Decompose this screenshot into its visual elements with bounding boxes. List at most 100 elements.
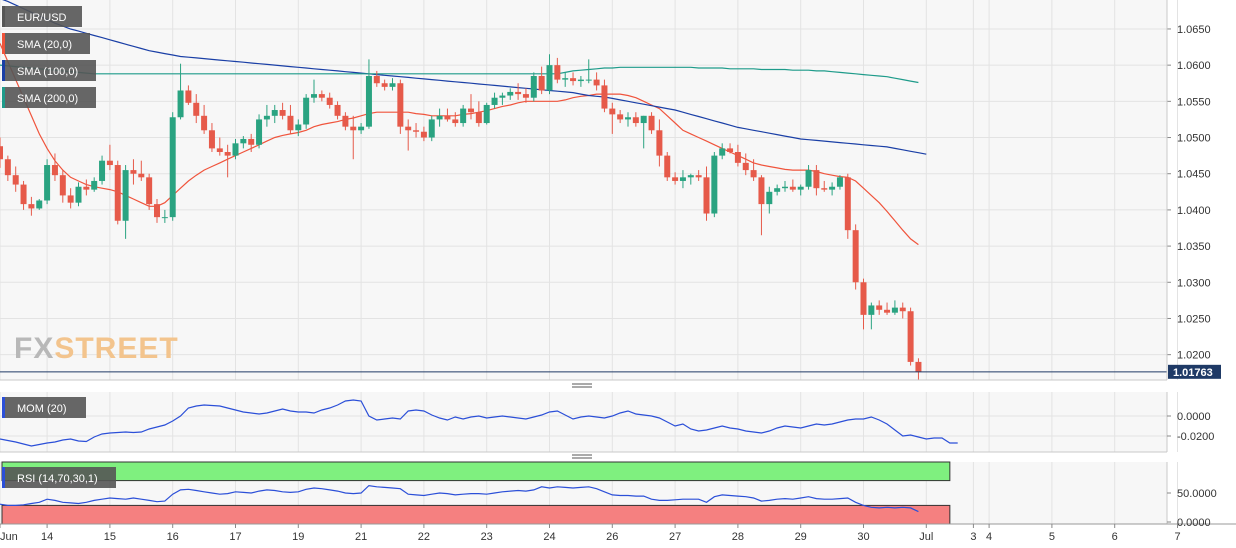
candle-body: [475, 112, 482, 124]
candle-body: [742, 162, 749, 171]
legend-swatch: [2, 6, 5, 27]
y-tick-label: 1.0500: [1177, 133, 1211, 145]
candle-body: [36, 200, 43, 209]
candle-body: [428, 119, 435, 138]
candle-body: [483, 104, 490, 124]
candle-body: [844, 177, 851, 231]
y-tick-label: -0.0200: [1177, 431, 1214, 443]
candle-body: [334, 104, 341, 116]
candle-body: [758, 177, 765, 205]
candle-body: [577, 79, 584, 82]
candle-body: [750, 170, 757, 178]
legend-swatch: [2, 397, 5, 418]
legend-swatch: [2, 60, 5, 81]
candle-body: [232, 143, 239, 156]
candle-body: [20, 184, 27, 205]
candle-body: [397, 83, 404, 127]
candle-body: [460, 108, 467, 124]
candle-body: [774, 188, 781, 192]
candle-body: [507, 91, 514, 96]
last-price-tag: [1168, 364, 1221, 379]
candle-body: [51, 165, 58, 176]
candle-body: [766, 191, 773, 205]
candle-body: [530, 76, 537, 98]
candle-body: [0, 146, 3, 160]
candle-body: [656, 130, 663, 156]
candle-body: [782, 186, 788, 189]
candle-body: [852, 230, 859, 283]
candle-body: [146, 177, 153, 205]
sma-line: [0, 64, 919, 84]
panel-resize-handle[interactable]: [572, 383, 592, 388]
candle-body: [719, 148, 726, 156]
candle-body: [734, 152, 741, 163]
y-tick-label: 50.0000: [1177, 488, 1217, 500]
x-tick-label: 6: [1112, 531, 1118, 543]
x-tick-label: 30: [857, 531, 869, 543]
candle-body: [185, 90, 192, 103]
candle-body: [248, 138, 255, 145]
candle-body: [256, 119, 263, 145]
legend-box: [2, 6, 82, 27]
candle-body: [884, 309, 891, 313]
legend-swatch: [2, 467, 5, 488]
candle-body: [436, 115, 443, 120]
mom-line: [0, 399, 958, 447]
y-tick-label: 0.0000: [1177, 517, 1211, 529]
candle-body: [585, 79, 592, 81]
candle-body: [114, 165, 121, 221]
candle-body: [405, 126, 412, 131]
candle-body: [318, 94, 325, 98]
candle-body: [67, 195, 74, 203]
sma-lines: [0, 0, 927, 246]
candle-body: [632, 117, 639, 124]
candle-body: [444, 115, 451, 120]
candle-body: [609, 108, 616, 115]
candle-body: [727, 148, 734, 152]
candle-body: [44, 165, 51, 201]
candle-body: [821, 188, 828, 190]
y-tick-label: 1.0550: [1177, 96, 1211, 108]
candle-body: [876, 305, 883, 310]
candle-body: [169, 117, 176, 218]
candle-body: [311, 94, 317, 98]
y-tick-label: 1.0350: [1177, 241, 1211, 253]
candle-body: [664, 155, 671, 178]
x-tick-label: 5: [1049, 531, 1055, 543]
candle-body: [208, 130, 215, 149]
candle-body: [829, 186, 836, 190]
x-tick-label: Jun: [0, 531, 18, 543]
sma-line: [2, 0, 927, 155]
x-tick-label: 4: [986, 531, 992, 543]
candle-body: [271, 110, 278, 116]
candle-body: [797, 186, 804, 190]
y-tick-label: 1.0650: [1177, 24, 1211, 36]
legend-box: [2, 467, 116, 488]
candle-body: [515, 91, 522, 95]
candle-body: [420, 131, 427, 138]
candle-body: [373, 76, 380, 84]
legend-box: [2, 87, 96, 108]
candle-body: [295, 124, 302, 131]
candle-body: [365, 76, 372, 127]
candle-body: [263, 115, 270, 120]
candle-body: [99, 160, 106, 181]
candle-body: [522, 94, 529, 98]
candle-body: [287, 115, 294, 131]
candle-body: [28, 204, 35, 209]
candle-body: [640, 115, 647, 124]
rsi-line: [0, 484, 919, 513]
candle-body: [177, 90, 184, 118]
candle-body: [907, 311, 914, 362]
candle-body: [625, 117, 631, 120]
candle-body: [538, 76, 545, 91]
candle-body: [91, 180, 98, 190]
mom-panel-bg: [0, 392, 1167, 452]
candle-body: [813, 170, 820, 189]
legend-box: [2, 397, 86, 418]
panel-resize-handle[interactable]: [572, 454, 592, 459]
candle-body: [59, 175, 66, 196]
rsi-bands: [1, 461, 951, 525]
x-axis: Jun 14 15 16 17 19 21 22 23 24 26 27 28 29 30 Jul 3 4 5 6 7: [0, 524, 1181, 543]
